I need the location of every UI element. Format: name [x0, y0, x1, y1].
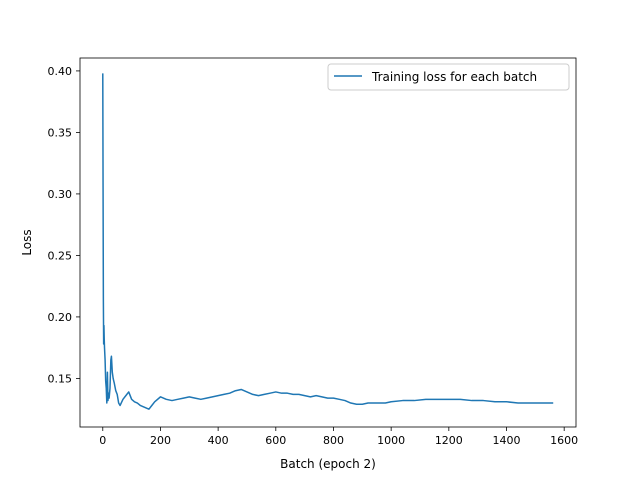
x-tick-label: 1200 — [435, 434, 463, 447]
legend: Training loss for each batch — [327, 63, 570, 91]
y-axis-label: Loss — [20, 229, 34, 255]
y-tick-label: 0.20 — [48, 311, 73, 324]
series-layer — [102, 73, 554, 410]
x-tick-label: 400 — [208, 434, 229, 447]
x-axis-label: Batch (epoch 2) — [280, 457, 376, 471]
y-axis-ticks: 0.15 0.20 0.25 0.30 0.35 0.40 — [48, 65, 80, 385]
x-tick-label: 1600 — [550, 434, 578, 447]
y-tick-label: 0.15 — [48, 372, 73, 385]
y-tick-label: 0.35 — [48, 126, 73, 139]
legend-label: Training loss for each batch — [371, 70, 537, 84]
y-tick-label: 0.40 — [48, 65, 73, 78]
x-axis-ticks: 0 200 400 600 800 1000 1200 1400 1600 — [99, 427, 578, 447]
series-line-0 — [102, 73, 554, 410]
legend-box — [327, 63, 570, 91]
x-tick-label: 200 — [150, 434, 171, 447]
x-tick-label: 600 — [265, 434, 286, 447]
x-tick-label: 1400 — [493, 434, 521, 447]
x-tick-label: 0 — [99, 434, 106, 447]
axes-frame — [79, 57, 577, 428]
y-tick-label: 0.30 — [48, 188, 73, 201]
x-tick-label: 1000 — [377, 434, 405, 447]
x-tick-label: 800 — [323, 434, 344, 447]
y-tick-label: 0.25 — [48, 249, 73, 262]
